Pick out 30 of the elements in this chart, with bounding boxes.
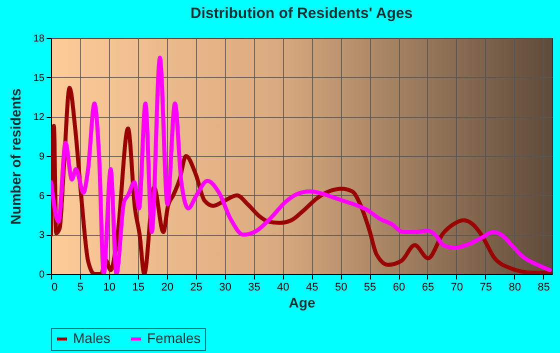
x-tick-label: 15 [132, 282, 145, 294]
y-tick-label: 6 [38, 190, 45, 202]
y-tick-label: 0 [38, 270, 45, 280]
x-tick-label: 35 [248, 282, 260, 294]
legend-label: Females [147, 330, 201, 346]
x-tick-label: 80 [508, 282, 521, 294]
chart-title: Distribution of Residents' Ages [190, 5, 413, 22]
y-tick-label: 18 [33, 34, 45, 44]
x-tick-label: 65 [422, 282, 434, 294]
y-tick-label: 12 [33, 112, 45, 124]
x-tick-label: 75 [480, 282, 492, 294]
x-tick-label: 55 [364, 282, 376, 294]
legend-label: Males [73, 330, 110, 346]
x-tick-label: 0 [52, 282, 58, 294]
x-tick-label: 45 [306, 282, 318, 294]
x-tick-label: 60 [392, 282, 406, 294]
x-tick-label: 10 [103, 282, 116, 294]
x-tick-label: 20 [161, 282, 174, 294]
y-axis-title: Number of residents [7, 88, 24, 225]
x-tick-label: 5 [77, 282, 84, 294]
x-tick-label: 30 [219, 282, 232, 294]
x-tick-label: 85 [538, 282, 550, 294]
y-tick-label: 15 [33, 72, 45, 84]
x-axis-title: Age [288, 294, 316, 310]
y-tick-label: 3 [38, 230, 45, 242]
x-tick-label: 50 [334, 282, 348, 294]
x-tick-label: 25 [190, 282, 202, 294]
x-tick-label: 40 [277, 282, 290, 294]
x-tick-label: 70 [450, 282, 464, 294]
y-tick-label: 9 [38, 152, 45, 162]
